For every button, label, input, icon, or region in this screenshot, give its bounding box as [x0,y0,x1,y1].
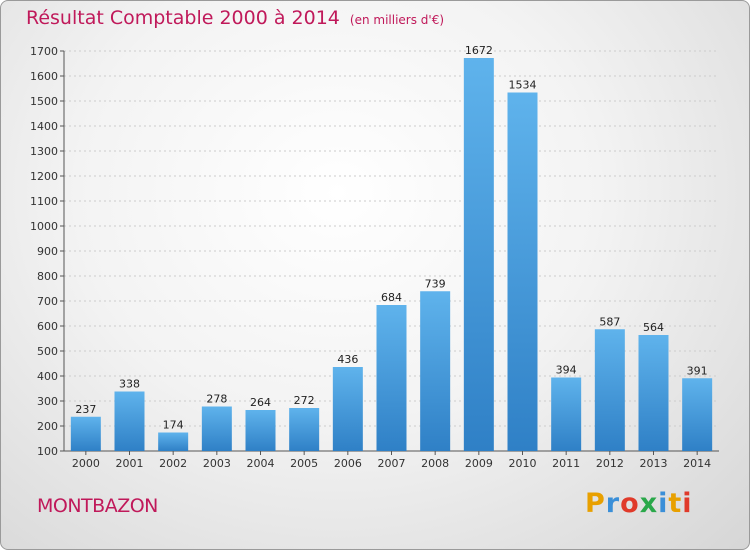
bar-2002 [158,432,189,451]
y-tick-label: 200 [37,420,58,433]
y-tick-label: 1000 [30,220,58,233]
x-tick-label: 2005 [290,457,318,470]
y-tick-label: 1200 [30,170,58,183]
value-label: 684 [381,291,402,304]
y-tick-label: 700 [37,295,58,308]
y-tick-label: 100 [37,445,58,458]
value-label: 587 [599,315,620,328]
value-label: 564 [643,321,664,334]
y-tick-label: 1500 [30,95,58,108]
y-tick-label: 500 [37,345,58,358]
bar-2006 [332,367,363,451]
x-tick-label: 2001 [116,457,144,470]
bar-2009 [463,58,494,451]
bar-2005 [289,408,320,451]
x-tick-label: 2004 [247,457,275,470]
bar-2008 [420,291,451,451]
bar-2007 [376,305,407,451]
value-label: 272 [294,394,315,407]
bar-2011 [551,377,582,451]
bar-2003 [201,406,232,451]
proxiti-logo: Proxiti [585,488,693,519]
chart-title: Résultat Comptable 2000 à 2014 (en millie… [26,7,444,29]
bar-2000 [70,416,101,451]
x-tick-label: 2012 [596,457,624,470]
place-name: MONTBAZON [37,495,158,517]
logo-letter: x [639,488,659,519]
x-tick-label: 2008 [421,457,449,470]
y-tick-label: 300 [37,395,58,408]
x-tick-label: 2014 [683,457,711,470]
x-tick-label: 2010 [509,457,537,470]
value-label: 338 [119,378,140,391]
logo-letter: P [585,488,606,519]
x-tick-label: 2011 [552,457,580,470]
bar-2001 [114,391,145,451]
y-tick-label: 1400 [30,120,58,133]
value-label: 739 [425,277,446,290]
y-tick-labels: 100 200 300 400 500 600 700 800 900 1000 1100 1200 1… [30,45,58,458]
y-tick-label: 1700 [30,45,58,58]
logo-letter: i [658,488,669,519]
y-tick-label: 1300 [30,145,58,158]
value-label: 394 [556,364,577,377]
value-label: 264 [250,396,271,409]
value-labels: 237 338 174 278 264 272 436 684 739 1672 1534 394 58… [75,44,707,432]
y-tick-label: 400 [37,370,58,383]
value-label: 278 [206,393,227,406]
logo-letter: r [605,488,621,519]
y-tick-label: 600 [37,320,58,333]
value-label: 1672 [465,44,493,57]
bar-2010 [507,92,538,451]
x-tick-label: 2007 [378,457,406,470]
bar-2013 [638,335,669,451]
x-tick-label: 2003 [203,457,231,470]
logo-letter: t [668,488,683,519]
x-tick-label: 2013 [640,457,668,470]
y-tick-label: 800 [37,270,58,283]
bar-2004 [245,410,276,451]
y-tick-label: 1600 [30,70,58,83]
bar-2012 [594,329,625,451]
x-tick-label: 2000 [72,457,100,470]
value-label: 1534 [509,79,537,92]
x-tick-labels: 2000 2001 2002 2003 2004 2005 2006 2007 2008 2009… [72,457,711,470]
value-label: 174 [163,419,184,432]
title-unit: (en milliers d'€) [349,13,445,27]
value-label: 237 [75,403,96,416]
value-label: 436 [337,353,358,366]
logo-letter: i [682,488,693,519]
bars [70,58,713,451]
x-tick-label: 2006 [334,457,362,470]
x-tick-label: 2002 [159,457,187,470]
x-tick-label: 2009 [465,457,493,470]
logo-letter: o [620,488,640,519]
bar-2014 [682,378,713,451]
y-tick-label: 1100 [30,195,58,208]
title-text: Résultat Comptable 2000 à 2014 [26,7,340,29]
value-label: 391 [687,364,708,377]
y-tick-label: 900 [37,245,58,258]
